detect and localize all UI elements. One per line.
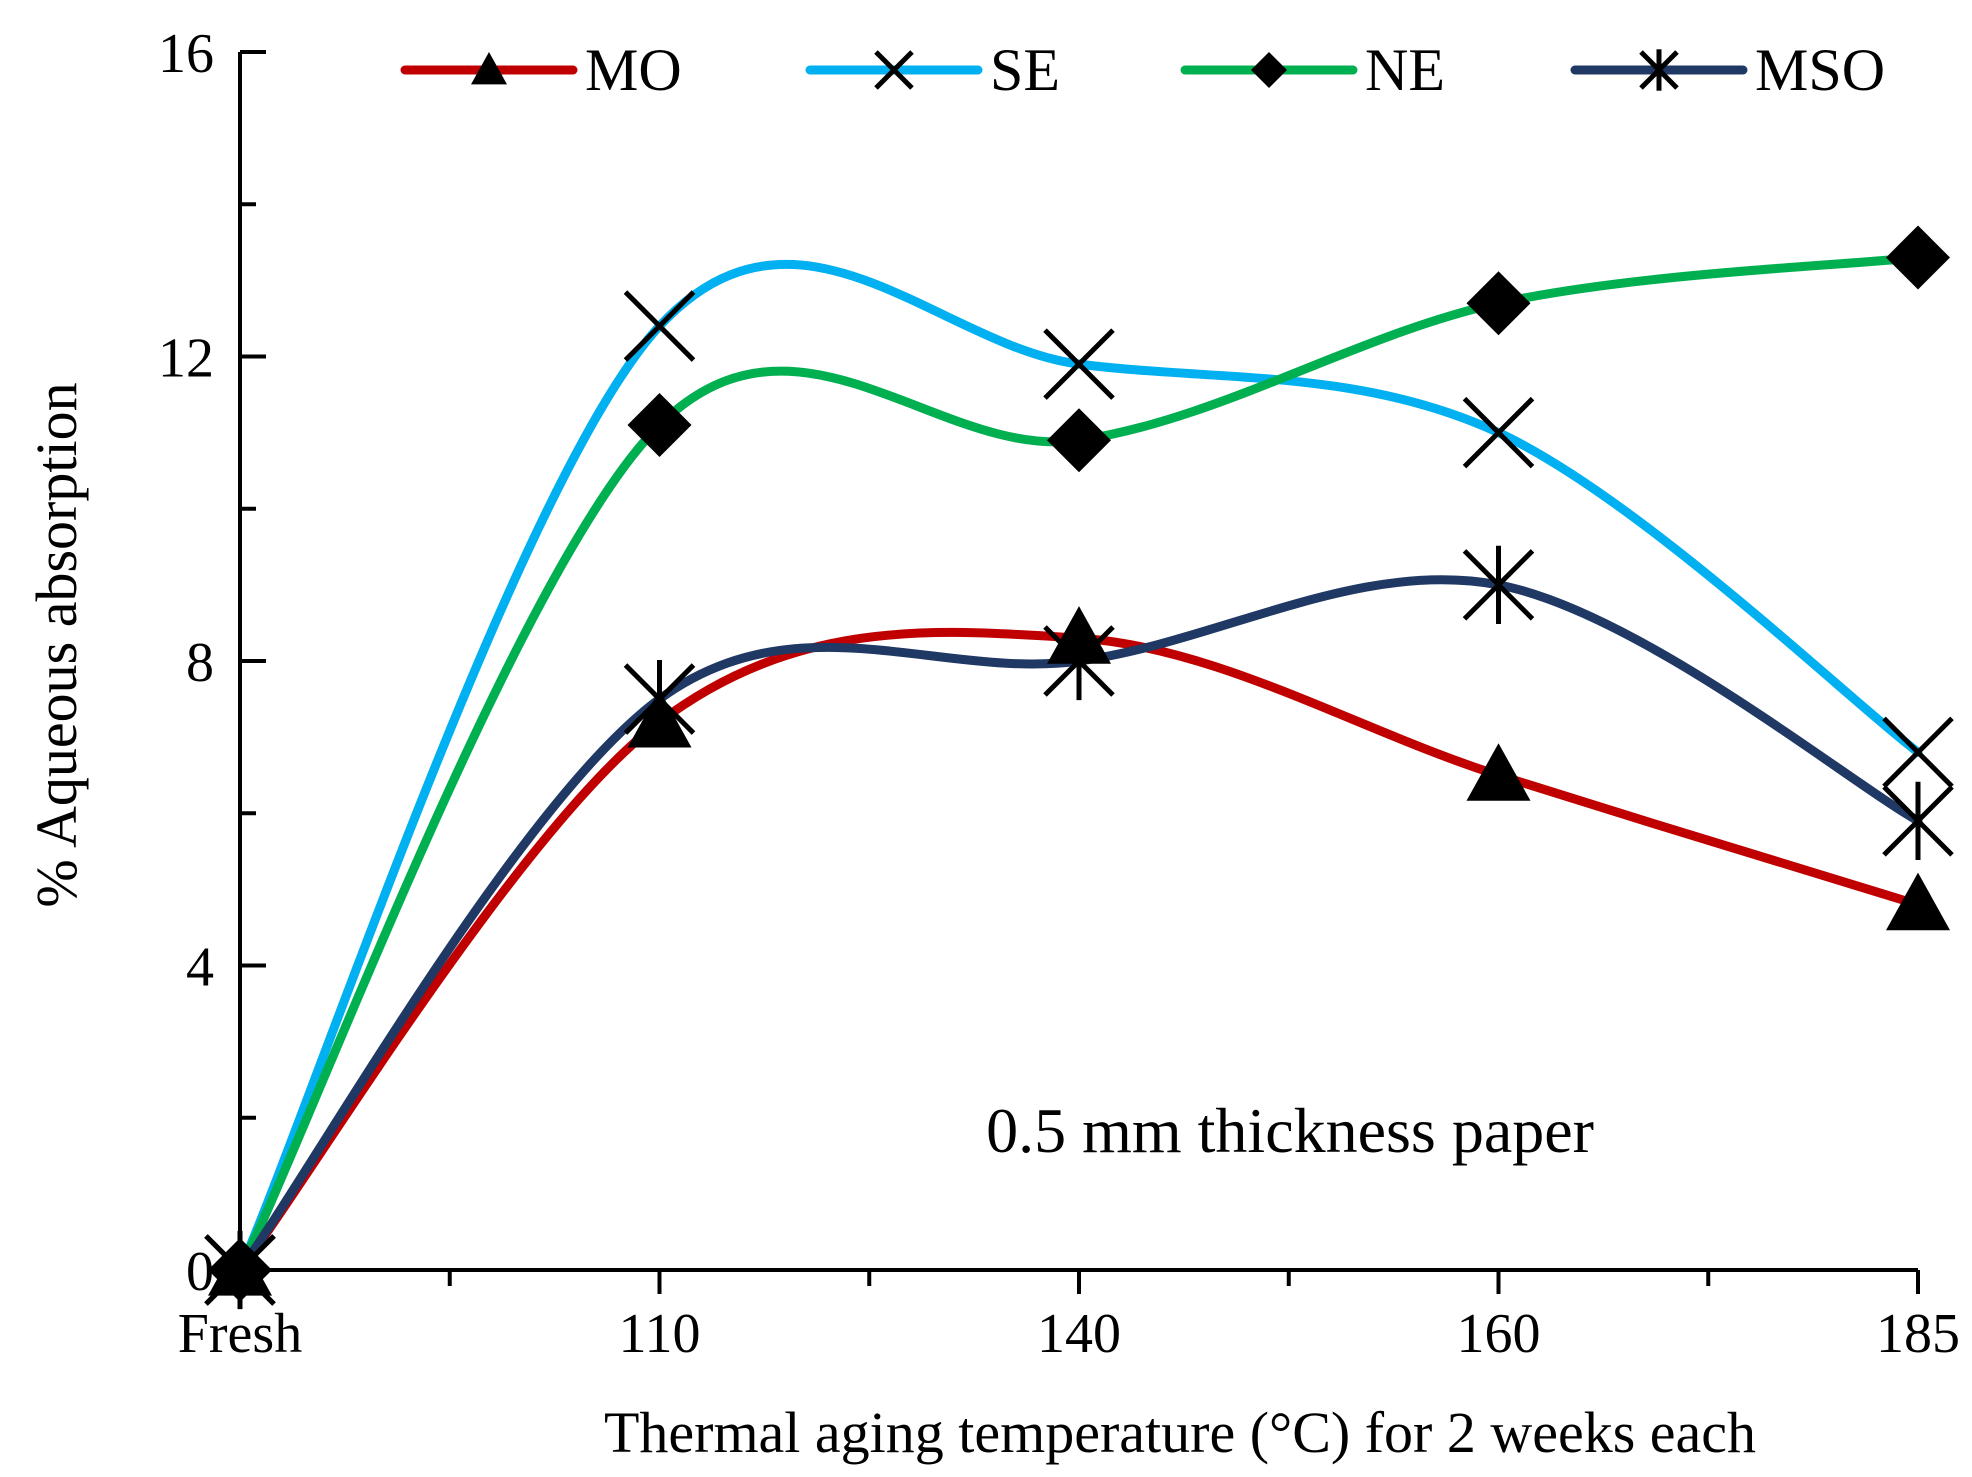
chart-annotation: 0.5 mm thickness paper bbox=[986, 1095, 1594, 1166]
x-tick-label: 140 bbox=[1037, 1303, 1121, 1365]
y-tick-label: 8 bbox=[186, 632, 214, 694]
y-tick-label: 0 bbox=[186, 1241, 214, 1303]
x-tick-label: 160 bbox=[1457, 1303, 1541, 1365]
x-tick-label: 185 bbox=[1876, 1303, 1960, 1365]
data-point-se bbox=[623, 290, 696, 362]
legend-marker bbox=[874, 50, 914, 90]
x-tick-label: Fresh bbox=[178, 1303, 302, 1365]
y-tick-label: 16 bbox=[158, 23, 214, 85]
data-point-se bbox=[1043, 328, 1115, 400]
data-point-mso bbox=[1882, 781, 1954, 860]
series-markers bbox=[204, 225, 1954, 1310]
legend-marker bbox=[1639, 49, 1679, 91]
legend-label: MO bbox=[585, 37, 682, 103]
legend-marker bbox=[1251, 52, 1287, 88]
y-axis-title: % Aqueous absorption bbox=[24, 382, 89, 907]
data-point-mso bbox=[1043, 621, 1115, 701]
legend-label: MSO bbox=[1755, 37, 1885, 103]
data-point-mo bbox=[1886, 872, 1950, 931]
tick-labels: 0 4 8 12 16 Fresh 110 140 160 185 bbox=[158, 23, 1960, 1365]
legend-entry-mso: MSO bbox=[1570, 37, 1885, 103]
data-point-ne bbox=[1047, 408, 1111, 473]
axes bbox=[238, 50, 1920, 1294]
legend-entry-ne: NE bbox=[1180, 37, 1445, 103]
data-point-se bbox=[1882, 716, 1954, 789]
y-tick-label: 4 bbox=[186, 937, 214, 999]
series-line-ne bbox=[235, 253, 1923, 1275]
legend-label: SE bbox=[990, 37, 1060, 103]
legend-marker bbox=[471, 52, 507, 85]
data-point-mo bbox=[1466, 743, 1531, 801]
y-tick-label: 12 bbox=[158, 328, 214, 390]
data-point-ne bbox=[1886, 225, 1950, 290]
legend-entry-mo: MO bbox=[400, 37, 682, 103]
data-point-mso bbox=[1462, 545, 1535, 624]
data-point-se bbox=[1462, 396, 1535, 469]
legend-entry-se: SE bbox=[805, 37, 1060, 103]
series-line-se bbox=[235, 259, 1923, 1275]
data-point-mso bbox=[623, 659, 696, 739]
legend-label: NE bbox=[1365, 37, 1445, 103]
data-point-ne bbox=[1466, 271, 1531, 336]
data-point-ne bbox=[627, 393, 692, 458]
legend: MO SE NE MSO bbox=[400, 37, 1885, 103]
series-line-mo bbox=[235, 627, 1923, 1275]
x-axis-title: Thermal aging temperature (°C) for 2 wee… bbox=[604, 1400, 1756, 1465]
x-tick-label: 110 bbox=[619, 1303, 701, 1365]
